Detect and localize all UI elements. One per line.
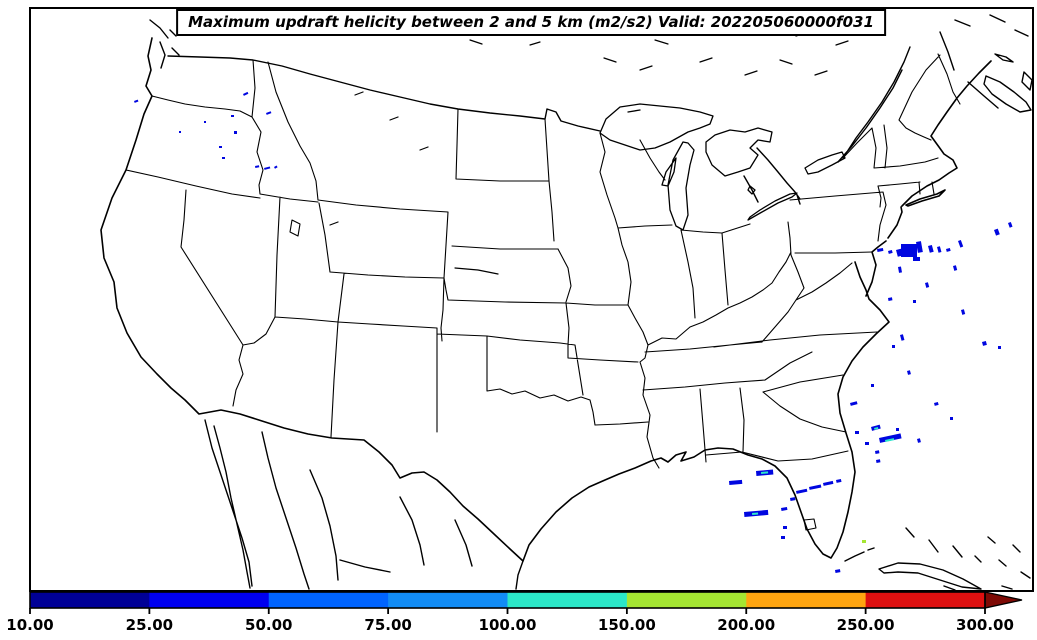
helicity-mark <box>761 471 769 474</box>
helicity-mark <box>913 257 920 261</box>
helicity-mark <box>885 438 895 442</box>
helicity-mark <box>729 479 743 485</box>
helicity-mark <box>835 569 841 573</box>
helicity-mark <box>263 166 271 170</box>
helicity-mark <box>896 428 899 431</box>
colorbar-segment <box>268 592 389 608</box>
helicity-mark <box>836 478 842 483</box>
colorbar-segment <box>746 592 867 608</box>
helicity-mark <box>865 442 869 445</box>
helicity-mark <box>274 165 278 169</box>
helicity-mark <box>823 480 834 486</box>
helicity-mark <box>871 384 874 387</box>
helicity-mark <box>896 248 903 257</box>
colorbar-segment <box>507 592 628 608</box>
helicity-mark <box>204 121 206 123</box>
helicity-mark <box>898 266 902 273</box>
helicity-mark <box>877 247 884 252</box>
map-frame <box>29 7 1034 592</box>
helicity-mark <box>266 111 272 115</box>
helicity-mark <box>234 131 237 134</box>
helicity-mark <box>901 244 917 257</box>
helicity-mark <box>993 228 1000 236</box>
helicity-mark <box>781 506 788 511</box>
helicity-mark <box>752 512 759 515</box>
helicity-mark <box>874 426 879 430</box>
colorbar-segment <box>626 592 747 608</box>
colorbar-segment <box>388 592 508 608</box>
colorbar-tick-label: 25.00 <box>126 616 173 634</box>
helicity-mark <box>231 115 234 117</box>
great-lakes <box>599 103 846 231</box>
canada-borders-coast <box>149 14 1033 205</box>
helicity-mark <box>907 370 911 375</box>
helicity-mark <box>953 265 958 271</box>
plot-title: Maximum updraft helicity between 2 and 5… <box>188 13 874 31</box>
helicity-mark <box>254 165 260 168</box>
helicity-mark <box>892 345 895 348</box>
colorbar-tick-label: 100.00 <box>479 616 537 634</box>
colorbar-tick-label: 300.00 <box>956 616 1014 634</box>
helicity-mark <box>242 91 249 96</box>
colorbar-tick-label: 10.00 <box>6 616 53 634</box>
colorbar-tick-label: 200.00 <box>717 616 775 634</box>
colorbar-tick-label: 250.00 <box>837 616 895 634</box>
colorbar-tick-label: 150.00 <box>598 616 656 634</box>
helicity-mark <box>981 340 987 346</box>
helicity-mark <box>875 459 881 463</box>
helicity-mark <box>937 246 942 253</box>
colorbar-segment <box>30 592 150 608</box>
colorbar-tick-label: 75.00 <box>364 616 411 634</box>
plot-title-box: Maximum updraft helicity between 2 and 5… <box>176 9 886 36</box>
mexico-coast-borders <box>204 419 524 590</box>
colorbar-extend-arrow <box>984 591 1023 609</box>
helicity-mark <box>958 239 964 248</box>
helicity-mark <box>862 540 866 543</box>
us-coastline <box>100 37 992 562</box>
helicity-mark <box>855 431 859 434</box>
colorbar: 10.00 25.00 50.00 75.00 100.00 150.00 200.00 25… <box>6 591 1023 634</box>
helicity-mark <box>783 526 787 529</box>
colorbar-tick-label: 50.00 <box>245 616 292 634</box>
helicity-mark <box>950 417 953 420</box>
helicity-mark <box>961 309 966 315</box>
helicity-mark <box>888 249 893 254</box>
helicity-mark <box>781 536 785 539</box>
caribbean-islands <box>844 527 1031 591</box>
helicity-mark <box>179 131 181 133</box>
helicity-mark <box>1007 221 1013 228</box>
helicity-mark <box>900 334 905 341</box>
helicity-mark <box>888 297 893 301</box>
helicity-mark <box>134 99 139 103</box>
helicity-mark <box>916 241 923 253</box>
helicity-mark <box>790 497 796 501</box>
helicity-mark <box>879 433 902 443</box>
helicity-mark <box>795 488 808 494</box>
helicity-mark <box>874 450 880 454</box>
helicity-marks-layer <box>134 91 1013 573</box>
helicity-mark <box>924 282 930 288</box>
colorbar-segment <box>149 592 270 608</box>
helicity-mark <box>809 484 822 490</box>
helicity-mark <box>928 244 934 253</box>
helicity-mark <box>946 247 951 252</box>
helicity-mark <box>219 146 222 148</box>
helicity-mark <box>222 157 225 159</box>
helicity-mark <box>998 346 1001 349</box>
state-borders <box>125 53 961 531</box>
helicity-mark <box>933 401 939 406</box>
canada-lakes-marks <box>329 13 869 275</box>
helicity-mark <box>850 401 858 406</box>
colorbar-segment <box>865 592 986 608</box>
helicity-mark <box>917 438 921 443</box>
helicity-mark <box>913 300 916 303</box>
